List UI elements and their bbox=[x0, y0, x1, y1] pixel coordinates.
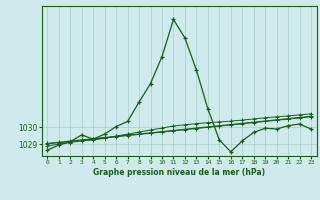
X-axis label: Graphe pression niveau de la mer (hPa): Graphe pression niveau de la mer (hPa) bbox=[93, 168, 265, 177]
